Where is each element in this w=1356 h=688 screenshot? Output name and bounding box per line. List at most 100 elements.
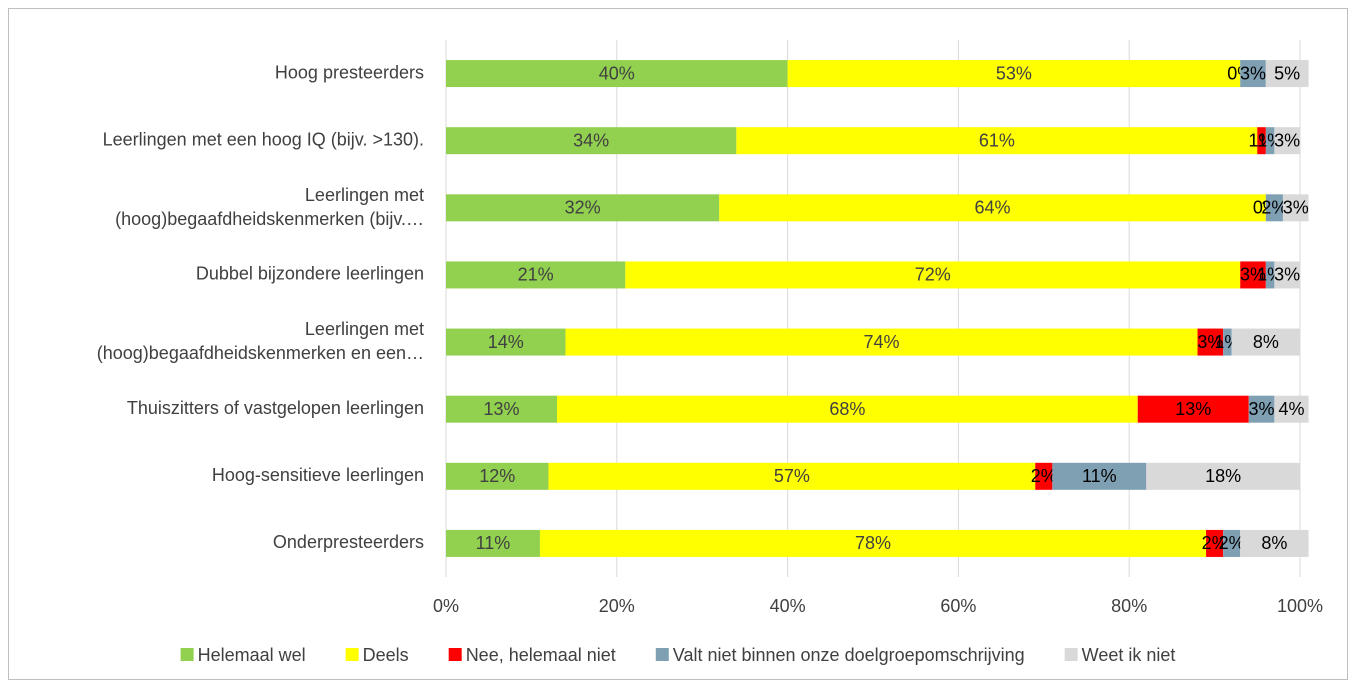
bar-segment — [1223, 328, 1232, 356]
y-tick-label: Leerlingen met een hoog IQ (bijv. >130). — [103, 129, 424, 149]
bar-segment — [446, 328, 566, 356]
bar-segment — [446, 194, 720, 222]
bar-segment — [446, 60, 788, 88]
bar-segment — [565, 328, 1198, 356]
legend-label: Nee, helemaal niet — [466, 645, 616, 665]
bar-segment — [1035, 462, 1053, 490]
data-label: 78% — [855, 533, 891, 553]
bar-segment — [446, 462, 549, 490]
data-label: 61% — [979, 130, 1015, 150]
bar-segment — [1240, 60, 1266, 88]
bar-segment — [557, 395, 1138, 423]
legend-swatch — [448, 648, 462, 661]
bar-segment — [446, 261, 626, 289]
data-label: 2% — [1219, 533, 1245, 553]
data-label: 13% — [1175, 399, 1211, 419]
data-label: 8% — [1261, 533, 1287, 553]
data-label: 3% — [1240, 265, 1266, 285]
bar-segment — [787, 60, 1241, 88]
data-label: 32% — [565, 198, 601, 218]
bar-segment — [1274, 261, 1300, 289]
bar-segment — [719, 194, 1266, 222]
data-label: 12% — [479, 466, 515, 486]
bar-segment — [446, 127, 737, 155]
data-label: 2% — [1202, 533, 1228, 553]
legend-label: Valt niet binnen onze doelgroepomschrijv… — [673, 645, 1025, 665]
data-label: 34% — [573, 130, 609, 150]
y-tick-label: Dubbel bijzondere leerlingen — [196, 264, 424, 284]
legend-label: Weet ik niet — [1082, 645, 1176, 665]
bar-segment — [1265, 60, 1309, 88]
y-tick-label: Onderpresteerders — [273, 532, 424, 552]
x-tick-label: 80% — [1111, 596, 1147, 616]
bar-segment — [1257, 127, 1266, 155]
legend-swatch — [1064, 648, 1078, 661]
bar-segment — [736, 127, 1258, 155]
data-label: 3% — [1240, 63, 1266, 83]
bar-segment — [1146, 462, 1300, 490]
legend-label: Deels — [363, 645, 409, 665]
bar-segment — [1274, 127, 1300, 155]
bar-segment — [1282, 194, 1309, 222]
data-label: 68% — [829, 399, 865, 419]
legend-swatch — [655, 648, 669, 661]
bar-segment — [1231, 328, 1300, 356]
y-tick-label: Thuiszitters of vastgelopen leerlingen — [127, 398, 424, 418]
bar-segment — [1265, 127, 1275, 155]
y-tick-label: Leerlingen met (hoog)begaafdheidskenmerke… — [97, 319, 424, 363]
x-tick-label: 100% — [1277, 596, 1323, 616]
y-tick-label: Hoog presteerders — [275, 62, 424, 82]
x-tick-label: 20% — [599, 596, 635, 616]
x-tick-label: 60% — [940, 596, 976, 616]
legend-swatch — [345, 648, 359, 661]
bar-segment — [1265, 194, 1283, 222]
bar-segment — [1197, 328, 1224, 356]
data-label: 21% — [518, 265, 554, 285]
data-label: 4% — [1278, 399, 1304, 419]
bar-segment — [1265, 261, 1275, 289]
data-label: 11% — [476, 533, 511, 553]
bar-segment — [1274, 395, 1309, 423]
bar-segment — [1248, 395, 1275, 423]
legend-swatch — [180, 648, 194, 661]
data-label: 2% — [1031, 466, 1057, 486]
bar-segment — [539, 529, 1207, 557]
data-label: 3% — [1274, 265, 1300, 285]
legend-item: Deels — [345, 645, 409, 665]
data-label: 5% — [1274, 63, 1300, 83]
bar-segment — [1240, 529, 1309, 557]
y-tick-label: Hoog-sensitieve leerlingen — [212, 465, 424, 485]
data-label: 3% — [1274, 130, 1300, 150]
legend-item: Helemaal wel — [180, 645, 306, 665]
data-label: 53% — [996, 63, 1032, 83]
data-label: 14% — [488, 332, 524, 352]
data-label: 11% — [1082, 466, 1117, 486]
x-tick-label: 40% — [770, 596, 806, 616]
bar-segment — [1137, 395, 1249, 423]
legend-item: Nee, helemaal niet — [448, 645, 616, 665]
data-label: 3% — [1283, 198, 1309, 218]
x-tick-label: 0% — [433, 596, 459, 616]
data-label: 18% — [1205, 466, 1241, 486]
data-label: 3% — [1197, 332, 1223, 352]
legend-item: Weet ik niet — [1064, 645, 1176, 665]
bar-segment — [446, 529, 540, 557]
bar-segment — [548, 462, 1036, 490]
bar-segment — [625, 261, 1241, 289]
data-label: 64% — [975, 198, 1011, 218]
data-label: 13% — [483, 399, 519, 419]
bar-segment — [1240, 261, 1266, 289]
data-label: 2% — [1261, 198, 1287, 218]
y-tick-label: Leerlingen met (hoog)begaafdheidskenmerke… — [115, 185, 424, 229]
data-label: 8% — [1253, 332, 1279, 352]
bar-segment — [1206, 529, 1224, 557]
bar-segment — [446, 395, 558, 423]
data-label: 3% — [1249, 399, 1275, 419]
legend-item: Valt niet binnen onze doelgroepomschrijv… — [655, 645, 1025, 665]
legend-label: Helemaal wel — [198, 645, 306, 665]
data-label: 40% — [599, 63, 635, 83]
bar-segment — [1052, 462, 1147, 490]
data-label: 74% — [864, 332, 900, 352]
bar-segment — [1223, 529, 1241, 557]
